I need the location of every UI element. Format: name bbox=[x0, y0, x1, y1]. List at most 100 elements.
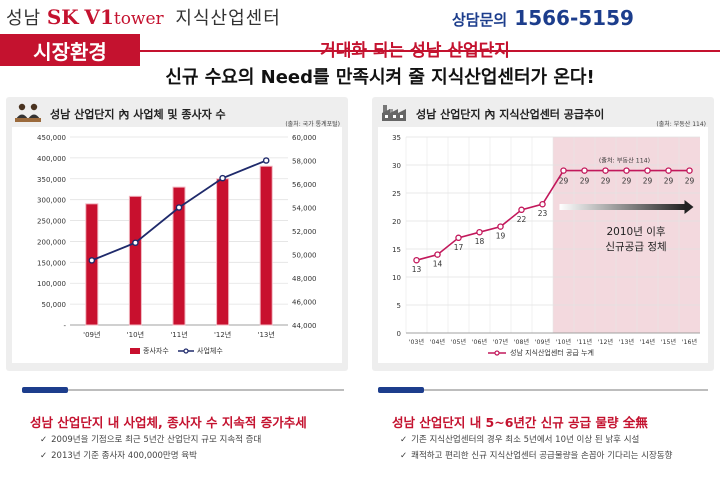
line-point bbox=[455, 234, 462, 242]
data-label: 29 bbox=[664, 177, 674, 186]
stagnation-arrow-head bbox=[684, 200, 694, 214]
left-bullet-1: 2009년을 기점으로 최근 5년간 산업단지 규모 지속적 증대 bbox=[40, 433, 261, 445]
data-label: 19 bbox=[496, 232, 506, 241]
x-tick-label: '09년 bbox=[535, 338, 551, 346]
legend-swatch-point bbox=[183, 348, 189, 354]
right-tick-label: 46,000 bbox=[292, 299, 317, 307]
line-point bbox=[132, 239, 139, 247]
x-tick-label: '11년 bbox=[170, 330, 187, 339]
factory-icon bbox=[382, 105, 406, 121]
left-tick-label: 100,000 bbox=[37, 280, 66, 288]
x-tick-label: '05년 bbox=[451, 338, 467, 346]
chart1-svg: 450,000 400,000 350,000 300,000 250,000 200,0… bbox=[37, 134, 317, 355]
chart1-title: 성남 산업단지 內 사업체 및 종사자 수 bbox=[50, 108, 226, 121]
line-point bbox=[602, 167, 609, 174]
line-point bbox=[644, 167, 651, 174]
left-tick-label: 450,000 bbox=[37, 134, 66, 142]
line-point bbox=[175, 204, 183, 211]
top-header: 성남 SK V1tower 지식산업센터 상담문의 1566-5159 bbox=[0, 0, 720, 34]
chart2-area: 35 30 25 20 15 10 5 0 '03년 '04년 '05년 '06년 '07년 '08년 '0… bbox=[378, 127, 708, 363]
bar-outline bbox=[259, 165, 273, 326]
line-point bbox=[434, 251, 441, 258]
bar-employees bbox=[216, 178, 229, 325]
contact-number: 1566-5159 bbox=[514, 6, 634, 30]
data-label: 14 bbox=[433, 260, 443, 269]
chart2-svg: 35 30 25 20 15 10 5 0 '03년 '04년 '05년 '06년 '07년 '08년 '0… bbox=[392, 134, 700, 357]
bar-outline bbox=[128, 195, 142, 326]
right-tick-label: 54,000 bbox=[292, 205, 317, 213]
line-point bbox=[88, 257, 96, 264]
brand-v1: V1 bbox=[84, 5, 114, 29]
left-tick-label: 150,000 bbox=[37, 259, 66, 267]
left-summary-title: 성남 산업단지 내 사업체, 종사자 수 지속적 증가추세 bbox=[30, 415, 307, 430]
line-point bbox=[623, 167, 630, 174]
left-summary-bullets: 2009년을 기점으로 최근 5년간 산업단지 규모 지속적 증대 2013년 … bbox=[40, 433, 261, 465]
data-label: 29 bbox=[643, 177, 653, 186]
chart1-area: 450,000 400,000 350,000 300,000 250,000 200,0… bbox=[12, 127, 342, 363]
headline-secondary: 신규 수요의 Need를 만족시켜 줄 지식산업센터가 온다! bbox=[165, 67, 595, 88]
line-point bbox=[581, 167, 588, 174]
stagnation-arrow-shaft bbox=[559, 204, 686, 210]
data-label: 23 bbox=[538, 209, 548, 218]
line-point bbox=[560, 167, 567, 174]
brand-city: 성남 bbox=[6, 8, 42, 29]
x-tick-label: '12년 bbox=[214, 330, 231, 339]
line-point bbox=[262, 157, 270, 164]
brand-desc: 지식산업센터 bbox=[175, 8, 281, 29]
brand-sk: SK bbox=[46, 5, 79, 29]
x-tick-label: '12년 bbox=[598, 338, 614, 346]
left-tick-label: 300,000 bbox=[37, 197, 66, 205]
left-tick-label: 200,000 bbox=[37, 238, 66, 246]
x-tick-label: '06년 bbox=[472, 338, 488, 346]
workers-icon bbox=[15, 103, 41, 122]
legend-label-line: 사업체수 bbox=[197, 346, 223, 355]
line-point bbox=[413, 256, 420, 264]
data-label: 29 bbox=[580, 177, 590, 186]
line-point bbox=[476, 228, 483, 236]
data-label: 18 bbox=[475, 237, 485, 246]
legend-swatch-point bbox=[494, 350, 500, 356]
y-tick-label: 5 bbox=[397, 302, 401, 310]
y-tick-label: 30 bbox=[392, 162, 401, 170]
x-tick-label: '07년 bbox=[493, 338, 509, 346]
contact-label: 상담문의 bbox=[452, 11, 508, 29]
section-tag: 시장환경 bbox=[0, 34, 140, 66]
line-point bbox=[497, 223, 504, 230]
left-tick-label: 50,000 bbox=[42, 301, 67, 309]
chart1-source: (출처: 국가 통계포털) bbox=[285, 121, 340, 128]
bar-employees bbox=[129, 196, 142, 325]
brand-tower: tower bbox=[113, 9, 164, 29]
annotation-line2: 신규공급 정체 bbox=[605, 241, 666, 253]
annotation-line1: 2010년 이후 bbox=[606, 226, 665, 238]
data-label: 17 bbox=[454, 243, 464, 252]
chart-panel-business: 성남 산업단지 內 사업체 및 종사자 수 (출처: 국가 통계포털) 450,… bbox=[6, 97, 348, 371]
x-tick-label: '11년 bbox=[577, 338, 593, 346]
y-tick-label: 10 bbox=[392, 274, 401, 282]
right-tick-label: 50,000 bbox=[292, 252, 317, 260]
x-tick-label: '14년 bbox=[640, 338, 656, 346]
right-tick-label: 48,000 bbox=[292, 275, 317, 283]
x-tick-label: '10년 bbox=[127, 330, 144, 339]
bar-outline bbox=[172, 186, 186, 326]
line-point bbox=[219, 174, 226, 182]
separator-right-accent bbox=[378, 387, 424, 393]
data-label: 29 bbox=[559, 177, 569, 186]
data-label: 29 bbox=[685, 177, 695, 186]
contact-info: 상담문의 1566-5159 bbox=[452, 6, 634, 30]
line-point bbox=[518, 206, 525, 214]
separator-right bbox=[378, 389, 708, 391]
y-tick-label: 25 bbox=[392, 190, 401, 198]
header-divider bbox=[140, 50, 720, 52]
chart2-title: 성남 산업단지 內 지식산업센터 공급추이 bbox=[416, 108, 605, 121]
bar-outline bbox=[85, 203, 99, 326]
left-tick-label: 250,000 bbox=[37, 218, 66, 226]
legend-swatch-bar bbox=[130, 348, 140, 354]
x-tick-label: '08년 bbox=[514, 338, 530, 346]
line-point bbox=[686, 167, 693, 174]
x-tick-label: '15년 bbox=[661, 338, 677, 346]
separator-left bbox=[22, 389, 344, 391]
x-tick-label: '04년 bbox=[430, 338, 446, 346]
line-point bbox=[665, 167, 672, 174]
left-tick-label: 350,000 bbox=[37, 176, 66, 184]
y-tick-label: 15 bbox=[392, 246, 401, 254]
